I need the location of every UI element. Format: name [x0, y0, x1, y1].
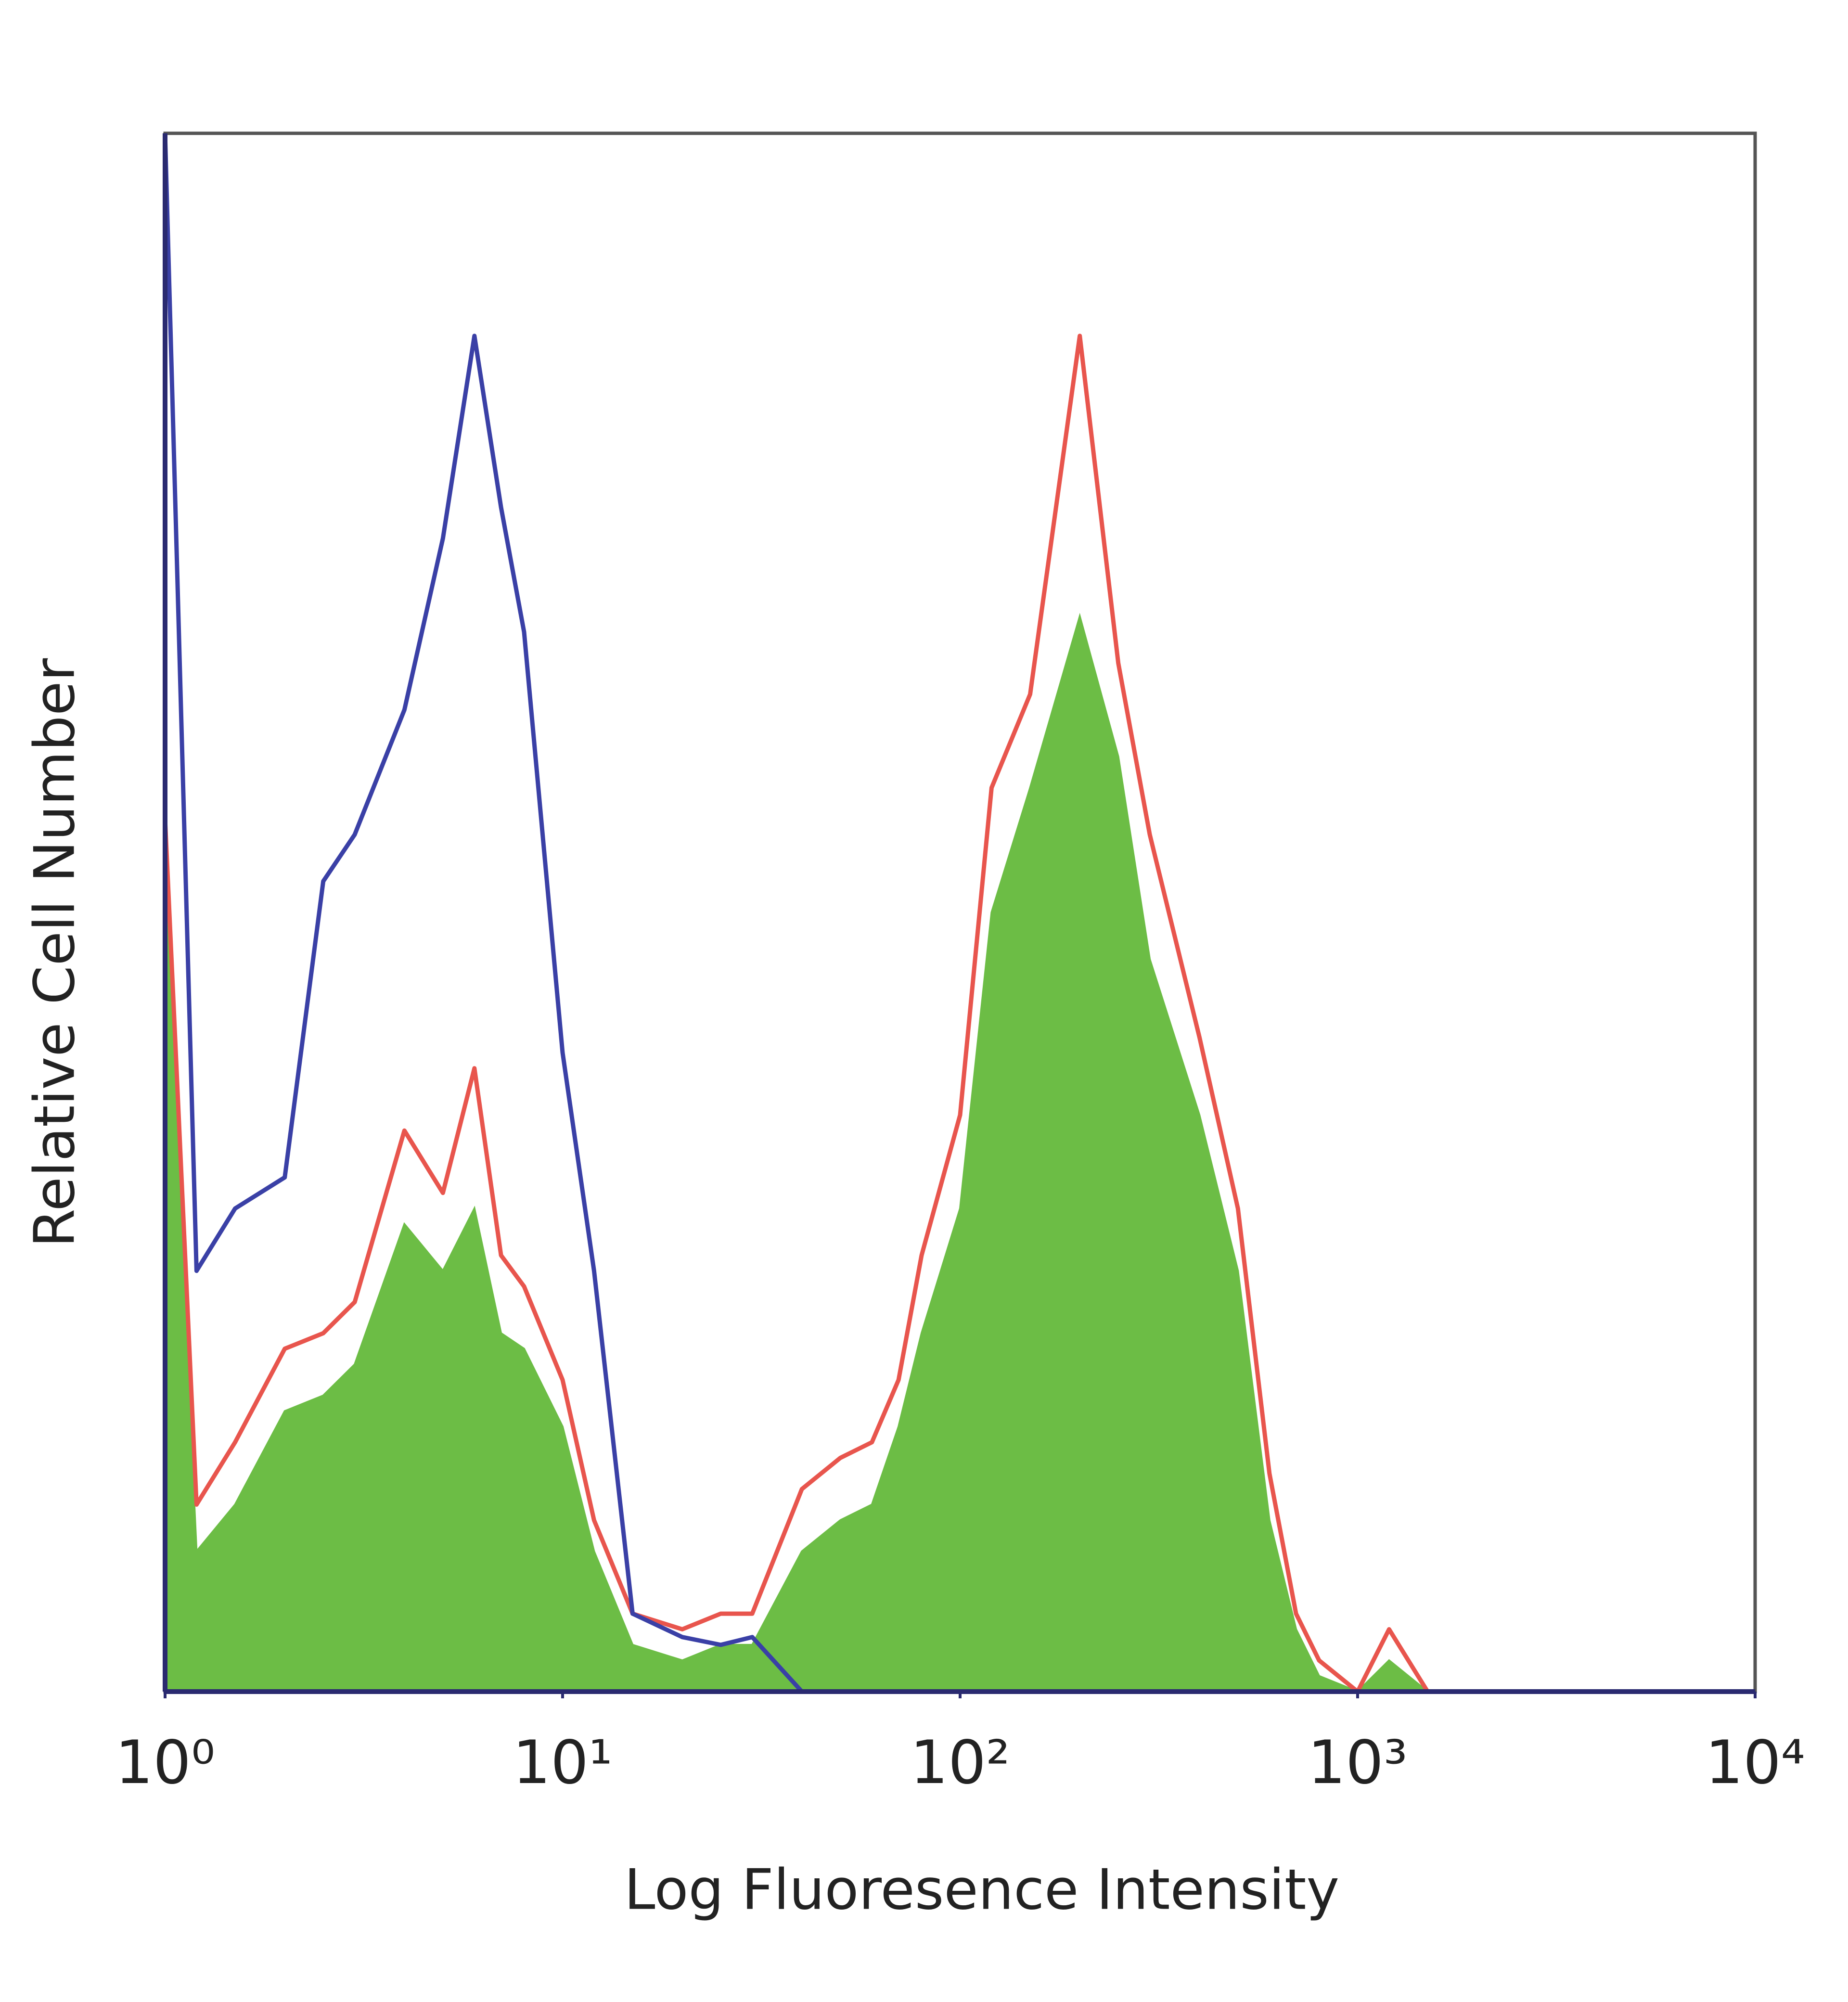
x-tick-label: 10⁴ — [1705, 1728, 1805, 1797]
histogram-area — [164, 613, 1477, 1693]
x-axis-label: Log Fluoresence Intensity — [624, 1858, 1339, 1923]
x-tick-label: 10² — [910, 1728, 1010, 1797]
histogram-line — [163, 334, 1477, 1694]
x-tick-label: 10³ — [1308, 1728, 1408, 1797]
x-tick-label: 10¹ — [513, 1728, 613, 1797]
x-tick-label: 10⁰ — [115, 1728, 215, 1797]
y-axis-label: Relative Cell Number — [23, 658, 88, 1248]
